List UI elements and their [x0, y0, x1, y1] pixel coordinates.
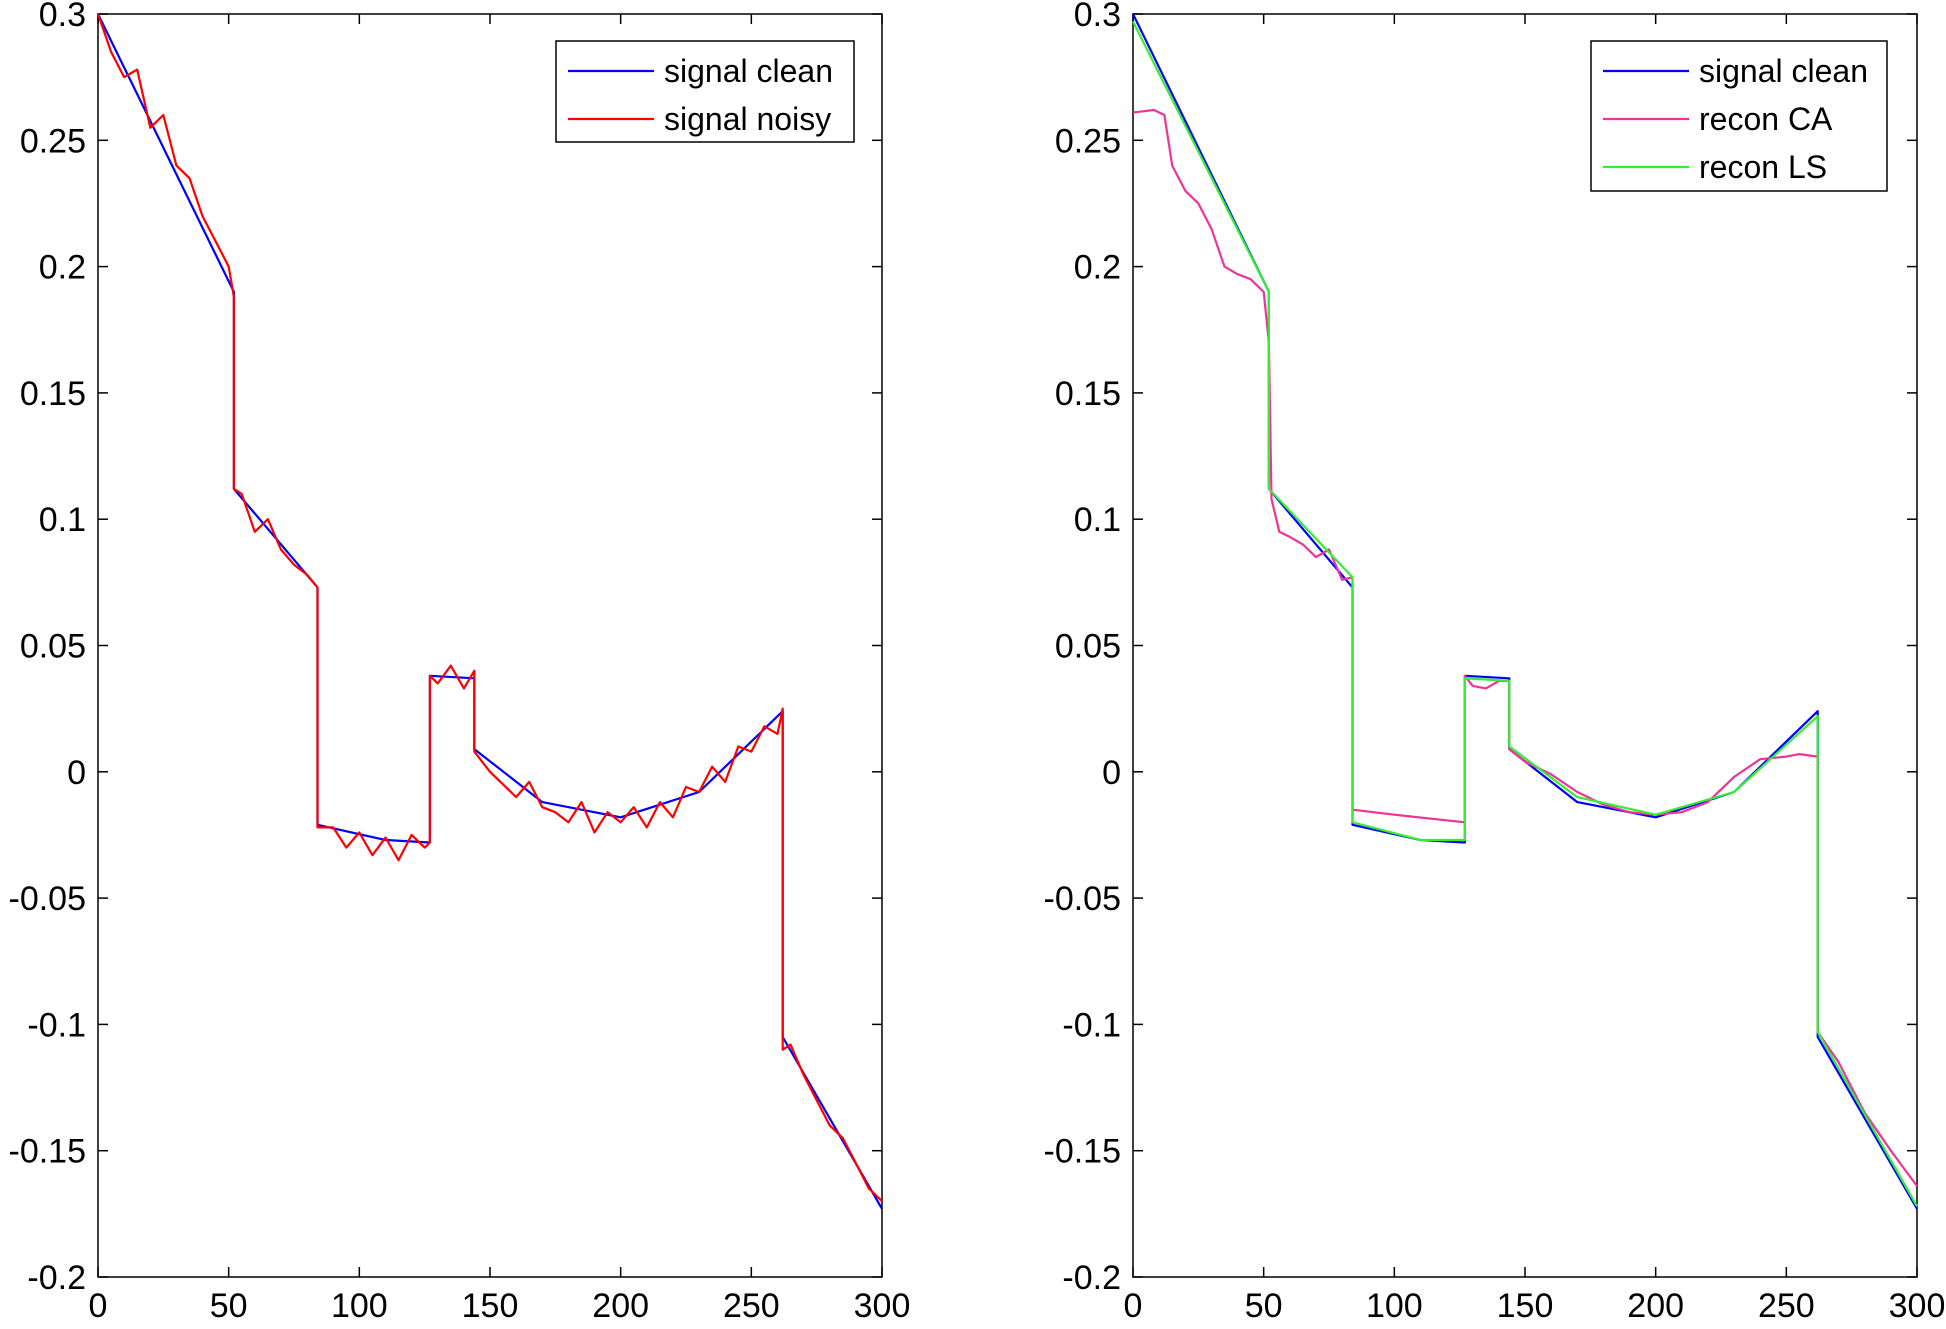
y-tick-label: 0.25 [20, 122, 86, 160]
y-tick-label: 0.3 [1074, 0, 1121, 34]
left-chart: 0 50 100 150 200 250 300 -0.2 -0.15 -0.1 -0.05 0 0.0… [9, 0, 911, 1325]
y-tick-label: 0 [67, 754, 86, 792]
x-tick-label: 100 [1366, 1287, 1423, 1325]
y-tick-label: 0.15 [1055, 375, 1121, 413]
y-tick-label: -0.15 [1044, 1133, 1122, 1171]
x-tick-label: 0 [89, 1287, 108, 1325]
legend-box [555, 40, 855, 143]
y-tick-label: -0.1 [1062, 1006, 1121, 1044]
x-tick-label: 250 [723, 1287, 780, 1325]
y-tick-label: 0 [1102, 754, 1121, 792]
legend-label: recon CA [1699, 101, 1833, 137]
y-tick-label: -0.2 [1062, 1259, 1121, 1297]
y-tick-label: 0.1 [1074, 501, 1121, 539]
series-line-signal-clean [1132, 13, 1918, 1210]
x-tick-label: 300 [854, 1287, 911, 1325]
y-tick-label: 0.15 [20, 375, 86, 413]
y-tick-label: 0.2 [1074, 249, 1121, 287]
legend-label: signal clean [1699, 53, 1868, 89]
legend-label: signal noisy [664, 101, 831, 137]
y-tick-label: -0.05 [9, 880, 87, 918]
series-line-recon-ca [1132, 108, 1918, 1187]
x-tick-label: 200 [1627, 1287, 1684, 1325]
y-tick-label: -0.1 [27, 1006, 86, 1044]
y-tick-label: 0.25 [1055, 122, 1121, 160]
x-tick-label: 300 [1889, 1287, 1946, 1325]
x-tick-label: 0 [1124, 1287, 1143, 1325]
y-tick-label: 0.2 [39, 249, 86, 287]
x-tick-label: 250 [1758, 1287, 1815, 1325]
series-line-recon-ls [1132, 21, 1918, 1207]
x-tick-label: 200 [592, 1287, 649, 1325]
right-chart: 0 50 100 150 200 250 300 -0.2 -0.15 -0.1 -0.05 0 0.0… [1044, 0, 1946, 1325]
x-tick-label: 50 [1245, 1287, 1283, 1325]
y-tick-label: -0.2 [27, 1259, 86, 1297]
legend-label: signal clean [664, 53, 833, 89]
x-tick-label: 100 [331, 1287, 388, 1325]
y-tick-label: 0.1 [39, 501, 86, 539]
x-tick-label: 150 [462, 1287, 519, 1325]
axes-box [97, 13, 883, 1278]
x-tick-label: 150 [1497, 1287, 1554, 1325]
y-tick-label: -0.05 [1044, 880, 1122, 918]
y-tick-label: -0.15 [9, 1133, 87, 1171]
y-tick-label: 0.3 [39, 0, 86, 34]
axes-box [1132, 13, 1918, 1278]
series-line-signal-noisy [96, 13, 883, 1202]
x-tick-label: 50 [210, 1287, 248, 1325]
y-tick-label: 0.05 [1055, 628, 1121, 666]
legend-label: recon LS [1699, 149, 1827, 185]
y-tick-label: 0.05 [20, 628, 86, 666]
